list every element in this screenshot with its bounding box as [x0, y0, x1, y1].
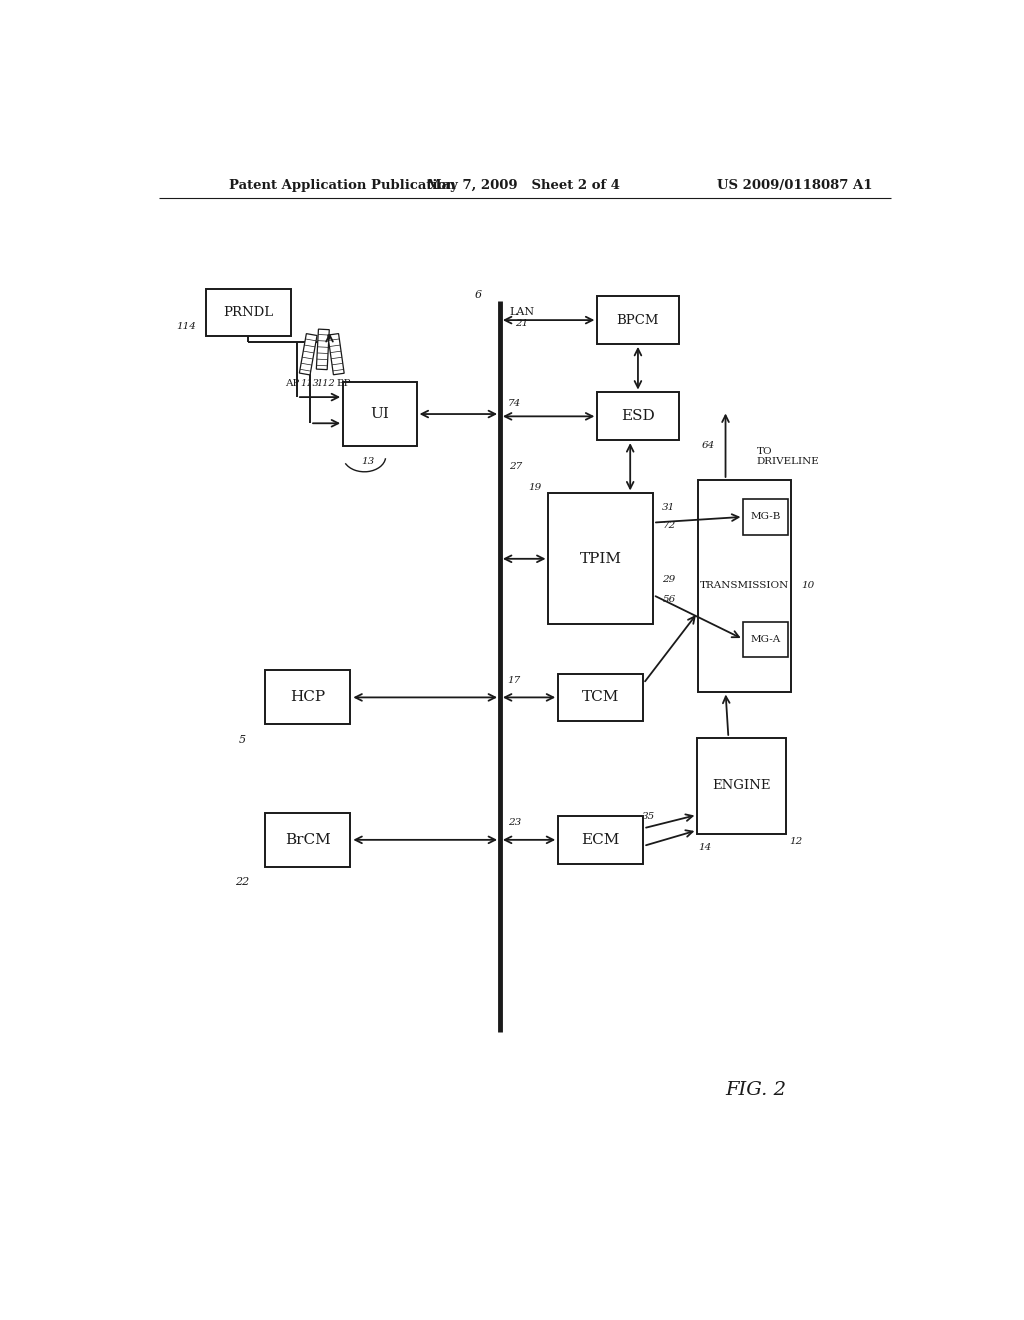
Text: 114: 114 [176, 322, 196, 331]
Text: 21: 21 [515, 319, 528, 329]
Bar [597, 392, 679, 441]
Text: 17: 17 [508, 676, 521, 685]
Text: HCP: HCP [290, 690, 326, 705]
Text: TPIM: TPIM [580, 552, 622, 566]
Text: 27: 27 [509, 462, 522, 471]
Text: 31: 31 [663, 503, 676, 512]
Text: 19: 19 [527, 483, 541, 491]
Text: 22: 22 [234, 878, 249, 887]
Text: BPCM: BPCM [616, 314, 659, 326]
Polygon shape [316, 329, 330, 370]
Bar [206, 289, 291, 335]
Text: 35: 35 [642, 812, 655, 821]
Text: MG-B: MG-B [751, 512, 781, 521]
Polygon shape [328, 334, 344, 375]
Bar [558, 816, 643, 863]
Text: BrCM: BrCM [285, 833, 331, 847]
Text: 74: 74 [508, 399, 521, 408]
Text: 72: 72 [663, 521, 676, 531]
Text: AP: AP [285, 379, 299, 388]
Text: 113: 113 [300, 379, 318, 388]
Text: Patent Application Publication: Patent Application Publication [228, 178, 456, 191]
Text: 14: 14 [698, 843, 712, 853]
Bar [743, 499, 788, 535]
Text: 10: 10 [801, 581, 814, 590]
Bar [265, 813, 350, 867]
Bar [558, 673, 643, 721]
Text: 29: 29 [663, 576, 676, 583]
Text: 12: 12 [790, 837, 802, 846]
Text: TRANSMISSION: TRANSMISSION [699, 581, 788, 590]
Text: UI: UI [371, 407, 389, 421]
Text: 56: 56 [663, 595, 676, 605]
Text: 112: 112 [316, 379, 335, 388]
Text: BP: BP [336, 379, 350, 388]
Text: 6: 6 [475, 289, 482, 300]
Text: US 2009/0118087 A1: US 2009/0118087 A1 [717, 178, 872, 191]
Bar [597, 296, 679, 345]
Text: PRNDL: PRNDL [223, 306, 273, 319]
Bar [265, 671, 350, 725]
Bar [549, 494, 653, 624]
Text: TCM: TCM [582, 690, 620, 705]
Text: LAN: LAN [509, 308, 535, 317]
Text: 23: 23 [508, 818, 521, 828]
Bar [343, 383, 417, 446]
Text: May 7, 2009   Sheet 2 of 4: May 7, 2009 Sheet 2 of 4 [427, 178, 620, 191]
Text: TO
DRIVELINE: TO DRIVELINE [757, 447, 819, 466]
Bar [697, 738, 786, 834]
Text: ECM: ECM [582, 833, 620, 847]
Text: ENGINE: ENGINE [713, 779, 771, 792]
Bar [697, 480, 791, 692]
Text: MG-A: MG-A [751, 635, 781, 644]
Text: 64: 64 [701, 441, 715, 450]
Polygon shape [299, 334, 317, 375]
Bar [743, 622, 788, 657]
Text: FIG. 2: FIG. 2 [725, 1081, 786, 1100]
Text: 5: 5 [239, 735, 246, 744]
Text: 13: 13 [361, 457, 375, 466]
Text: ESD: ESD [622, 409, 654, 424]
